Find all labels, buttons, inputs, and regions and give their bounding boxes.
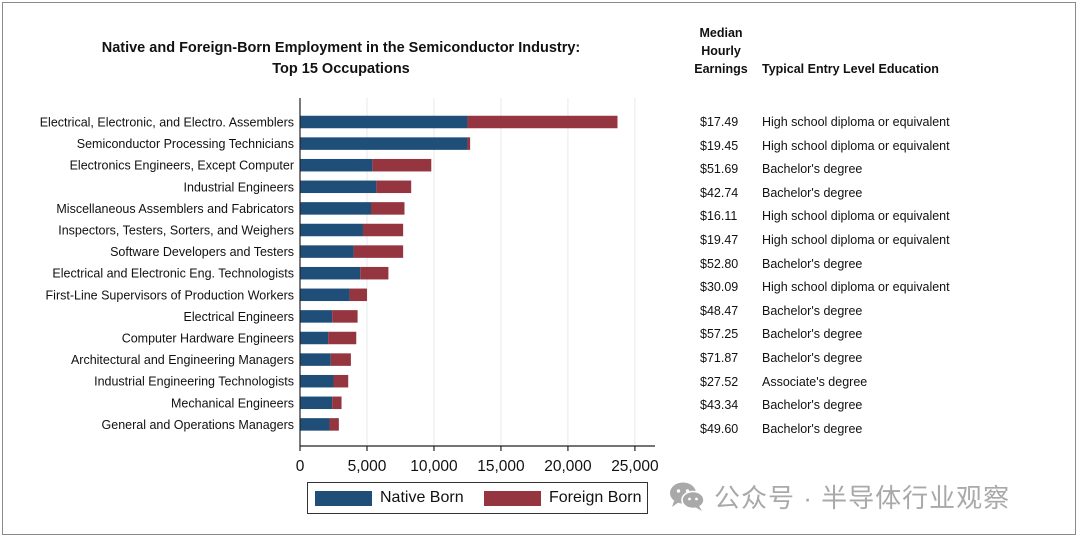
earnings-cell: $42.74: [700, 185, 739, 200]
category-label: Electrical Engineers: [184, 310, 294, 324]
earnings-cell: $19.45: [700, 138, 739, 153]
watermark-text: 公众号 · 半导体行业观察: [714, 482, 1011, 513]
legend-label-native: Native Born: [380, 489, 464, 506]
bar-foreign-born: [332, 310, 358, 323]
earnings-cell: $16.11: [700, 209, 738, 224]
bar-native-born: [300, 288, 350, 302]
education-cell: Bachelor's degree: [762, 421, 863, 436]
earnings-cell: $30.09: [700, 280, 739, 295]
category-label: Electronics Engineers, Except Computer: [70, 159, 294, 173]
bar-foreign-born: [333, 374, 349, 388]
bar-native-born: [300, 137, 468, 150]
bar-foreign-born: [360, 266, 389, 280]
bars: [300, 115, 618, 431]
bar-native-born: [300, 353, 331, 366]
education-cell: High school diploma or equivalent: [762, 115, 950, 129]
chart-legend: Native Born Foreign Born: [307, 482, 648, 514]
bar-foreign-born: [349, 288, 367, 302]
chart-subtitle: Top 15 Occupations: [272, 61, 410, 77]
education-cell: High school diploma or equivalent: [762, 138, 950, 153]
legend-swatch-foreign: [484, 491, 541, 506]
chart-title: Native and Foreign-Born Employment in th…: [101, 40, 581, 56]
x-tick-label: 20,000: [544, 458, 592, 475]
bar-native-born: [300, 331, 329, 345]
education-column-header: Typical Entry Level Education: [762, 62, 939, 76]
category-label: Mechanical Engineers: [171, 396, 294, 410]
category-label: Computer Hardware Engineers: [122, 332, 294, 346]
bar-foreign-born: [467, 137, 471, 150]
education-cell: Bachelor's degree: [762, 351, 863, 365]
bar-native-born: [300, 223, 363, 237]
bar-foreign-born: [467, 115, 618, 129]
bar-native-born: [300, 115, 468, 129]
bar-foreign-born: [371, 202, 405, 215]
earnings-cell: $71.87: [700, 351, 739, 365]
x-tick-label: 25,000: [611, 458, 659, 475]
earnings-header-line: Earnings: [694, 62, 748, 76]
category-label: First-Line Supervisors of Production Wor…: [46, 288, 294, 302]
education-cell: High school diploma or equivalent: [762, 233, 950, 247]
bar-foreign-born: [328, 331, 357, 345]
bar-foreign-born: [362, 223, 404, 237]
axes: Electrical, Electronic, and Electro. Ass…: [40, 98, 659, 475]
education-cell: High school diploma or equivalent: [762, 280, 950, 295]
category-label: Electrical and Electronic Eng. Technolog…: [52, 267, 294, 281]
category-label: Architectural and Engineering Managers: [71, 353, 294, 367]
earnings-cell: $57.25: [700, 327, 739, 342]
category-label: Electrical, Electronic, and Electro. Ass…: [40, 116, 294, 130]
bar-foreign-born: [332, 396, 342, 410]
category-label: Semiconductor Processing Technicians: [77, 137, 294, 151]
bar-native-born: [300, 374, 334, 388]
education-cell: Bachelor's degree: [762, 303, 863, 318]
bar-foreign-born: [376, 180, 412, 194]
legend-swatch-native: [315, 491, 372, 506]
education-cell: Bachelor's degree: [762, 185, 863, 200]
earnings-cell: $48.47: [700, 303, 739, 318]
x-tick-label: 10,000: [410, 458, 458, 475]
bar-native-born: [300, 202, 371, 215]
education-cell: High school diploma or equivalent: [762, 209, 950, 224]
category-label: Miscellaneous Assemblers and Fabricators: [56, 202, 294, 216]
bar-native-born: [300, 310, 333, 323]
bar-native-born: [300, 180, 377, 194]
earnings-header-line: Median: [699, 26, 743, 40]
earnings-cell: $49.60: [700, 421, 739, 436]
education-cell: Bachelor's degree: [762, 162, 863, 177]
earnings-cell: $17.49: [700, 115, 739, 129]
earnings-cell: $52.80: [700, 256, 739, 271]
category-label: Industrial Engineers: [184, 180, 294, 194]
earnings-cell: $19.47: [700, 233, 739, 247]
x-tick-label: 0: [296, 458, 305, 475]
earnings-cell: $51.69: [700, 162, 739, 177]
category-label: Industrial Engineering Technologists: [94, 375, 294, 389]
bar-foreign-born: [372, 158, 432, 172]
bar-native-born: [300, 245, 354, 258]
bar-native-born: [300, 158, 373, 172]
x-tick-label: 5,000: [348, 458, 387, 475]
x-tick-label: 15,000: [477, 458, 525, 475]
bar-foreign-born: [353, 245, 404, 258]
watermark: 公众号 · 半导体行业观察: [668, 476, 1010, 516]
bar-native-born: [300, 396, 333, 410]
category-label: Inspectors, Testers, Sorters, and Weighe…: [58, 224, 294, 238]
chart-title-block: Native and Foreign-Born Employment in th…: [10, 38, 672, 80]
earnings-cell: $27.52: [700, 374, 739, 389]
bar-foreign-born: [330, 353, 351, 366]
education-cell: Bachelor's degree: [762, 327, 863, 342]
earnings-column-header: Median Hourly Earnings: [691, 24, 751, 78]
category-label: Software Developers and Testers: [110, 245, 294, 259]
earnings-cell: $43.34: [700, 398, 739, 413]
education-cell: Associate's degree: [762, 374, 868, 389]
legend-label-foreign: Foreign Born: [549, 489, 642, 506]
bar-foreign-born: [329, 418, 339, 431]
bar-native-born: [300, 418, 330, 431]
bar-native-born: [300, 266, 361, 280]
earnings-header-line: Hourly: [701, 44, 741, 58]
education-cell: Bachelor's degree: [762, 256, 863, 271]
wechat-icon: [670, 482, 705, 511]
education-cell: Bachelor's degree: [762, 398, 863, 413]
category-label: General and Operations Managers: [102, 418, 294, 432]
